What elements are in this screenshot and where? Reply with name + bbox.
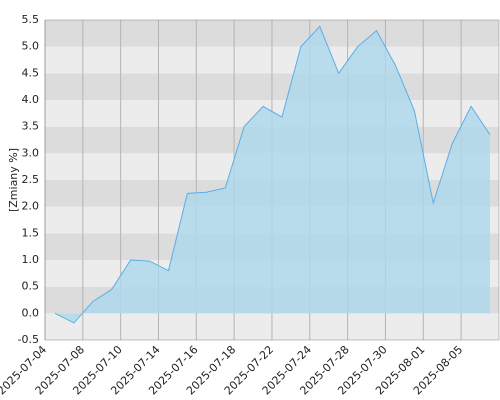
y-tick-label: 3.0	[22, 146, 40, 159]
y-tick-label: 1.0	[22, 253, 40, 266]
plot-border	[44, 19, 500, 341]
y-tick-label: 3.5	[22, 120, 40, 133]
y-tick-label: 0.0	[22, 306, 40, 319]
y-tick-label: 2.0	[22, 200, 40, 213]
area	[55, 26, 490, 323]
y-tick-label: 5.5	[22, 13, 40, 26]
y-tick-label: 4.5	[22, 66, 40, 79]
y-tick-label: 0.5	[22, 280, 40, 293]
line	[54, 25, 491, 324]
y-tick-label: 1.5	[22, 226, 40, 239]
y-tick-label: 4.0	[22, 93, 40, 106]
y-tick-label: 2.5	[22, 173, 40, 186]
y-axis-label: [Zmiany %]	[7, 148, 20, 212]
y-tick-label: -0.5	[18, 333, 39, 346]
y-tick-label: 5.0	[22, 40, 40, 53]
